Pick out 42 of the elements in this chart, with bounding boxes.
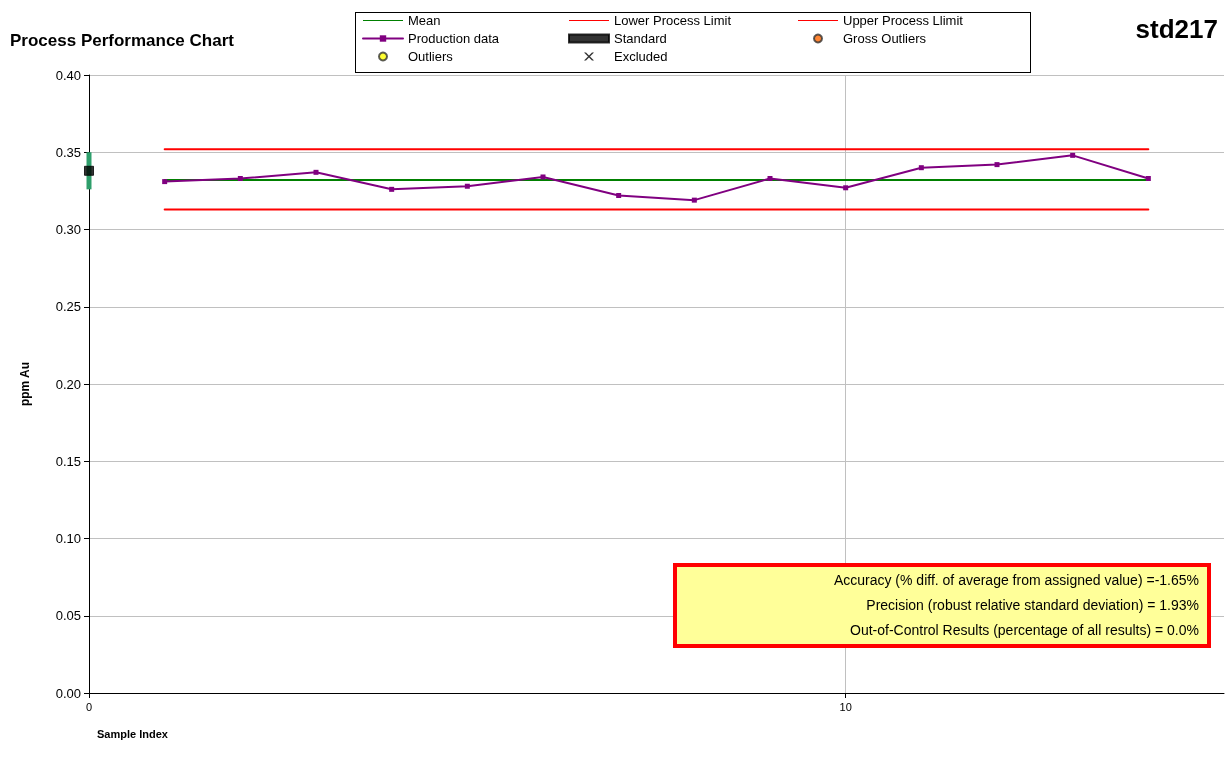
y-tick-label: 0.35 [55,144,81,160]
point [918,165,924,171]
x-tick-label: 0 [85,700,93,713]
point [767,176,773,182]
y-tick-label: 0.00 [55,685,81,701]
annotation: Accuracy (% diff. of average from assigned value) =-1.65% [832,571,1199,590]
stats-panel: Accuracy (% diff. of average from assigned value) =-1.65% Precision (robust relative standard deviation) = 1.93% Out-of-Control Results (percentage of all results) = 0.0% [673,563,1211,648]
point [1070,152,1076,158]
chart-subtitle: std217 [1135,14,1219,44]
point [464,183,470,189]
y-tick-label: 0.10 [55,531,81,546]
y-axis-title: ppm Au [18,361,32,407]
y-tick-label: 0.25 [55,299,81,315]
x-axis-title: Sample Index [97,727,169,740]
point [162,179,168,185]
point [84,165,94,176]
y-tick-label: 0.20 [55,376,81,392]
point [1145,176,1151,182]
annotation: Out-of-Control Results (percentage of all results) = 0.0% [849,621,1199,640]
point [994,162,1000,168]
y-tick-label: 0.40 [55,67,81,83]
point [616,193,622,199]
chart-title: Process Performance Chart [10,31,235,50]
point [389,186,395,192]
legend-label: Lower Process Limit [614,13,732,28]
legend-label: Gross Outliers [843,31,927,46]
y-tick-label: 0.15 [55,453,81,469]
annotation: Precision (robust relative standard deviation) = 1.93% [865,596,1199,615]
legend-label: Excluded [614,49,668,64]
point [843,185,849,191]
point [237,176,243,182]
point [540,174,546,180]
x-tick-label: 10 [839,700,852,713]
y-tick-label: 0.05 [55,608,81,624]
legend-label: Standard [614,31,667,46]
point [313,169,319,175]
legend-label: Outliers [408,49,454,64]
y-tick-label: 0.30 [55,222,81,237]
point [691,197,697,203]
legend-label: Production data [408,31,500,46]
legend-label: Mean [408,13,441,28]
legend-label: Upper Process Llimit [843,13,964,28]
